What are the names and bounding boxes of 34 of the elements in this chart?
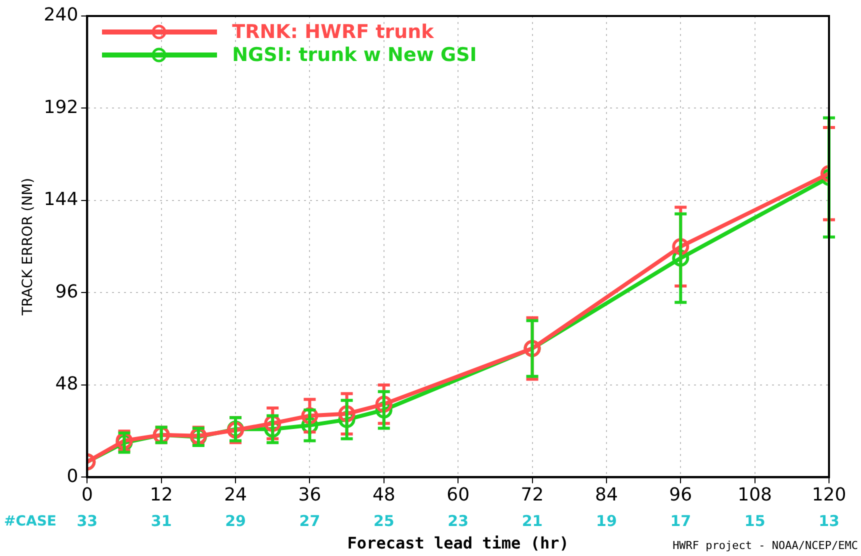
text: #CASE xyxy=(4,514,56,530)
x-tick-label: 96 xyxy=(669,484,692,506)
text: 15 xyxy=(744,512,766,530)
y-tick-label: 144 xyxy=(44,189,78,210)
x-tick-label: 48 xyxy=(372,484,396,506)
text: 13 xyxy=(818,512,840,530)
x-tick-label: 108 xyxy=(738,484,772,506)
text: 27 xyxy=(299,512,320,530)
y-tick-label: 96 xyxy=(55,281,78,302)
text: 33 xyxy=(76,512,98,530)
x-tick-label: 24 xyxy=(224,484,247,506)
y-tick-label: 240 xyxy=(44,4,78,26)
y-tick-label: 48 xyxy=(55,374,78,395)
text: TRNK: HWRF trunk xyxy=(232,20,434,42)
text: 23 xyxy=(448,512,469,530)
text: 25 xyxy=(373,512,394,530)
text: NGSI: trunk w New GSI xyxy=(232,44,477,66)
text: 29 xyxy=(225,512,246,530)
text: 19 xyxy=(596,512,617,530)
x-tick-label: 120 xyxy=(812,484,846,506)
y-tick-label: 192 xyxy=(44,96,78,118)
x-tick-label: 60 xyxy=(446,484,470,506)
text: HWRF project - NOAA/NCEP/EMC xyxy=(672,538,858,552)
text: 17 xyxy=(670,512,692,530)
x-tick-label: 12 xyxy=(150,484,173,506)
x-tick-label: 72 xyxy=(520,484,544,506)
x-tick-label: 84 xyxy=(594,484,618,506)
y-axis-title: TRACK ERROR (NM) xyxy=(20,178,36,316)
x-tick-label: 0 xyxy=(81,484,93,506)
text: 31 xyxy=(150,512,172,530)
text: 21 xyxy=(522,512,543,530)
x-axis-title: Forecast lead time (hr) xyxy=(347,534,569,553)
y-tick-label: 0 xyxy=(66,466,78,487)
x-tick-label: 36 xyxy=(298,484,322,506)
